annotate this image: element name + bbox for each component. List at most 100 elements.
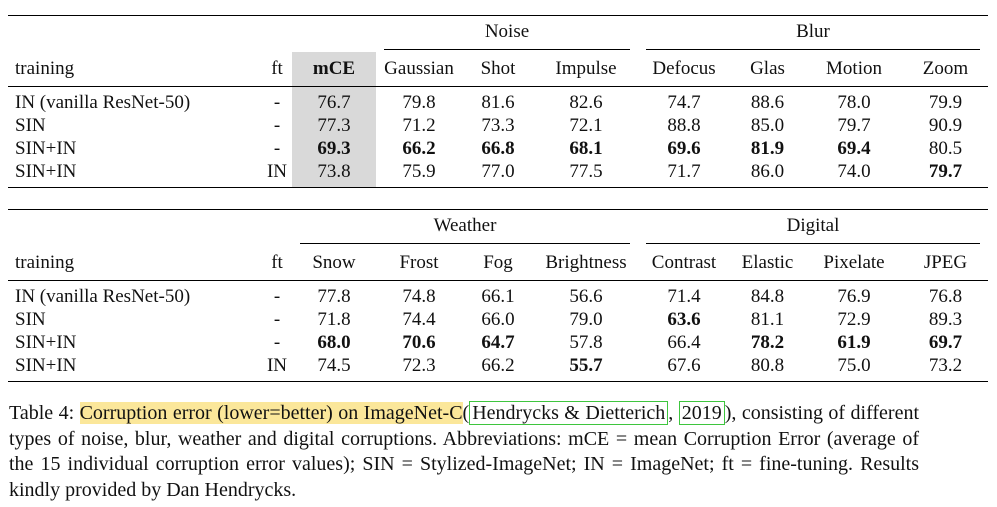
cell: 80.5 [928, 137, 963, 159]
cell: 79.0 [569, 308, 603, 330]
cell: - [273, 308, 281, 330]
group-header-digital: Digital [638, 210, 988, 247]
cell: 63.6 [667, 308, 701, 330]
cell: 82.6 [569, 91, 603, 113]
cell: - [273, 285, 281, 307]
cell: 66.4 [667, 331, 701, 353]
cell: 56.6 [569, 285, 603, 307]
cell: SIN+IN [15, 160, 77, 182]
cell: 76.8 [928, 285, 963, 307]
cell: 69.3 [292, 137, 376, 160]
cell: 66.2 [402, 137, 436, 159]
caption-highlight: Corruption error (lower=better) on Image… [79, 402, 463, 424]
group-header-blur: Blur [638, 16, 988, 53]
table-row: IN (vanilla ResNet-50) - 76.7 79.8 81.6 … [8, 86, 988, 114]
cell: 71.7 [667, 160, 701, 182]
cell: 79.9 [928, 91, 963, 113]
cell: 81.1 [750, 308, 785, 330]
cell: 84.8 [750, 285, 785, 307]
table-caption: Table 4: Corruption error (lower=better)… [9, 401, 919, 503]
caption-label: Table 4: [9, 402, 75, 424]
cell: SIN [15, 114, 46, 136]
cell: IN [266, 354, 288, 376]
cell: 76.7 [292, 86, 376, 114]
col-header-motion: Motion [805, 52, 903, 87]
cell: 79.7 [928, 160, 963, 182]
cell: 74.8 [402, 285, 436, 307]
col-header-brightness: Brightness [534, 246, 638, 281]
citation-link-year[interactable]: 2019 [678, 401, 725, 425]
table-row: IN (vanilla ResNet-50) - 77.8 74.8 66.1 … [8, 281, 988, 309]
col-header-snow: Snow [292, 246, 376, 281]
cell: 79.8 [402, 91, 436, 113]
cell: SIN [15, 308, 46, 330]
table-row: SIN+IN IN 74.5 72.3 66.2 55.7 67.6 80.8 … [8, 354, 988, 382]
col-header-defocus: Defocus [638, 52, 730, 87]
table-row: SIN+IN - 68.0 70.6 64.7 57.8 66.4 78.2 6… [8, 331, 988, 354]
cell: 73.8 [292, 160, 376, 188]
cell: 89.3 [928, 308, 963, 330]
col-header-ft: ft [262, 52, 292, 87]
table-row: SIN+IN - 69.3 66.2 66.8 68.1 69.6 81.9 6… [8, 137, 988, 160]
cell: 72.9 [837, 308, 871, 330]
cell: IN (vanilla ResNet-50) [15, 91, 191, 113]
col-header-contrast: Contrast [638, 246, 730, 281]
col-header-fog: Fog [462, 246, 534, 281]
table-row: SIN - 77.3 71.2 73.3 72.1 88.8 85.0 79.7… [8, 114, 988, 137]
cell: 77.3 [292, 114, 376, 137]
col-header-jpeg: JPEG [903, 246, 988, 281]
cell: 71.8 [317, 308, 351, 330]
citation-separator: , [668, 402, 679, 424]
col-header-ft: ft [262, 246, 292, 281]
cell: IN (vanilla ResNet-50) [15, 285, 191, 307]
cell: 74.5 [317, 354, 351, 376]
col-header-gaussian: Gaussian [376, 52, 462, 87]
col-header-glas: Glas [730, 52, 805, 87]
cell: SIN+IN [15, 137, 77, 159]
table-row: SIN+IN IN 73.8 75.9 77.0 77.5 71.7 86.0 … [8, 160, 988, 188]
cell: 57.8 [569, 331, 603, 353]
cell: 81.6 [481, 91, 515, 113]
cell: 74.7 [667, 91, 701, 113]
cell: 69.4 [837, 137, 871, 159]
col-header-mce: mCE [292, 52, 376, 87]
cell: 74.4 [402, 308, 436, 330]
cell: - [273, 114, 281, 136]
caption-text: ), consisting of different types of nois… [9, 402, 920, 501]
group-header-noise: Noise [376, 16, 638, 53]
cell: 78.0 [837, 91, 871, 113]
cell: 61.9 [837, 331, 871, 353]
cell: 80.8 [750, 354, 785, 376]
cell: 85.0 [750, 114, 785, 136]
col-header-impulse: Impulse [534, 52, 638, 87]
cell: 79.7 [837, 114, 871, 136]
table-row: SIN - 71.8 74.4 66.0 79.0 63.6 81.1 72.9… [8, 308, 988, 331]
col-header-frost: Frost [376, 246, 462, 281]
cell: 71.4 [667, 285, 701, 307]
cell: 75.0 [837, 354, 871, 376]
cell: SIN+IN [15, 354, 77, 376]
caption-open-paren: ( [462, 402, 470, 424]
cell: 77.8 [317, 285, 351, 307]
cell: 72.1 [569, 114, 603, 136]
col-header-zoom: Zoom [903, 52, 988, 87]
cell: - [273, 331, 281, 353]
cell: 68.1 [569, 137, 603, 159]
cell: 76.9 [837, 285, 871, 307]
citation-link-author[interactable]: Hendrycks & Dietterich [469, 401, 669, 425]
col-header-shot: Shot [462, 52, 534, 87]
corruption-table-noise-blur: Noise Blur training ft mCE Gaussian Shot… [8, 15, 988, 188]
cell: 81.9 [750, 137, 785, 159]
cell: IN [266, 160, 288, 182]
cell: 64.7 [481, 331, 515, 353]
cell: 88.6 [750, 91, 785, 113]
col-header-training: training [8, 52, 262, 87]
cell: SIN+IN [15, 331, 77, 353]
cell: 72.3 [402, 354, 436, 376]
col-header-pixelate: Pixelate [805, 246, 903, 281]
cell: 74.0 [837, 160, 871, 182]
cell: 78.2 [750, 331, 785, 353]
cell: - [273, 91, 281, 113]
cell: 73.2 [928, 354, 963, 376]
cell: 90.9 [928, 114, 963, 136]
